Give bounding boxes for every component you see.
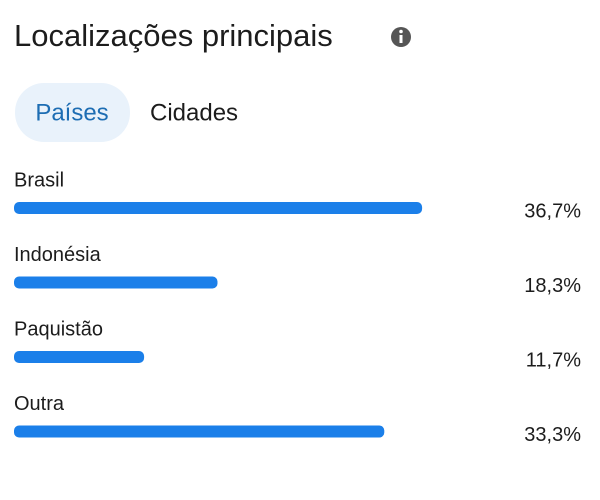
category-label: Paquistão xyxy=(14,318,103,340)
bar xyxy=(14,202,423,214)
tab-active-bg[interactable] xyxy=(15,83,130,142)
title: Localizações principais xyxy=(14,18,333,53)
value-label: 11,7% xyxy=(526,349,581,371)
value-label: 36,7% xyxy=(524,200,581,222)
value-label: 33,3% xyxy=(524,424,581,446)
info-icon[interactable] xyxy=(391,27,411,47)
tab-active[interactable]: Países xyxy=(35,99,108,126)
tab[interactable]: Cidades xyxy=(150,99,238,126)
bar xyxy=(14,425,385,438)
value-label: 18,3% xyxy=(524,275,581,297)
category-label: Outra xyxy=(14,393,65,415)
category-label: Indonésia xyxy=(14,244,102,266)
bar xyxy=(14,351,145,363)
bar xyxy=(14,276,218,289)
category-label: Brasil xyxy=(14,169,64,191)
